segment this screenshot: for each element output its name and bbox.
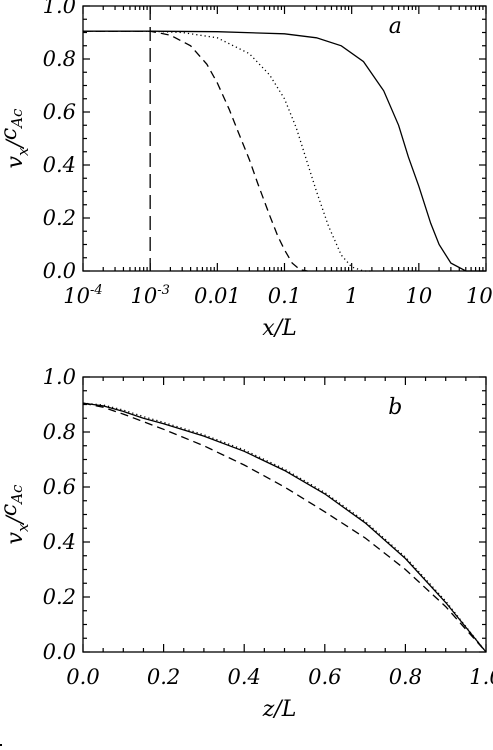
y-axis-label-ylabel_num: v bbox=[3, 155, 28, 168]
x-tick-label-exponent: -4 bbox=[90, 283, 103, 298]
series-dashed bbox=[82, 402, 487, 653]
x-tick-label: 0.4 bbox=[227, 665, 260, 689]
x-tick-label: 0.01 bbox=[194, 284, 241, 308]
x-axis-label-xlabel_var: z bbox=[262, 697, 275, 722]
y-axis-label: vx/cAc bbox=[0, 108, 32, 168]
y-tick-label: 0.8 bbox=[43, 420, 76, 444]
x-tick-label-base: 10 bbox=[63, 284, 90, 308]
x-axis-label: x/L bbox=[262, 316, 296, 341]
series-solid bbox=[82, 402, 487, 653]
y-tick-label: 0.6 bbox=[43, 475, 76, 499]
y-axis-label-ylabel_num: v bbox=[3, 531, 28, 544]
x-tick-label: 0.2 bbox=[147, 665, 180, 689]
panel-b-chart: 0.00.20.40.60.81.00.00.20.40.60.81.0bz/L… bbox=[0, 365, 493, 722]
y-tick-label: 0.2 bbox=[43, 206, 76, 230]
y-tick-label: 1.0 bbox=[43, 0, 76, 18]
x-tick-label: 10-4 bbox=[63, 283, 102, 308]
x-axis-label-slash: / bbox=[273, 316, 285, 341]
panel-label: a bbox=[389, 14, 402, 39]
stray-mark bbox=[0, 744, 2, 746]
x-axis-label-slash: / bbox=[272, 697, 284, 722]
panel-a-chart: 0.00.20.40.60.81.010-410-30.010.1110100a… bbox=[0, 0, 493, 341]
y-axis-label-ylabel_den_sub: Ac bbox=[8, 108, 26, 130]
y-tick-label: 1.0 bbox=[43, 365, 76, 389]
x-tick-label-base: 10 bbox=[130, 284, 157, 308]
series-dotted bbox=[83, 30, 372, 272]
panel-label: b bbox=[388, 395, 402, 420]
y-tick-label: 0.4 bbox=[43, 530, 76, 554]
y-tick-label: 0.2 bbox=[43, 585, 76, 609]
x-tick-label: 10 bbox=[405, 284, 432, 308]
y-tick-label: 0.0 bbox=[43, 640, 76, 664]
y-tick-label: 0.4 bbox=[43, 153, 76, 177]
x-tick-label: 0.8 bbox=[389, 665, 422, 689]
y-axis-label-ylabel_num_sub: x bbox=[14, 147, 32, 156]
y-axis-label-ylabel_den: c bbox=[0, 128, 22, 140]
x-axis-label-xlabel_unit: L bbox=[281, 316, 297, 341]
y-axis-label-slash: / bbox=[3, 514, 28, 526]
y-axis-label-ylabel_den: c bbox=[0, 504, 22, 516]
x-tick-label: 100 bbox=[466, 284, 493, 308]
series-dashed bbox=[83, 30, 308, 272]
y-axis-label-ylabel_den_sub: Ac bbox=[8, 484, 26, 506]
x-axis-label: z/L bbox=[262, 697, 297, 722]
x-tick-label: 0.1 bbox=[268, 284, 301, 308]
y-axis-label: vx/cAc bbox=[0, 484, 32, 544]
plot-frame bbox=[82, 5, 487, 272]
series-dotted bbox=[82, 402, 487, 653]
x-axis-label-xlabel_var: x bbox=[262, 316, 275, 341]
y-tick-label: 0.0 bbox=[43, 259, 76, 283]
x-tick-label-exponent: -3 bbox=[157, 283, 170, 298]
y-tick-label: 0.6 bbox=[43, 100, 76, 124]
x-tick-label: 10-3 bbox=[130, 283, 169, 308]
y-tick-label: 0.8 bbox=[43, 47, 76, 71]
y-axis-label-ylabel_num_sub: x bbox=[14, 523, 32, 532]
x-tick-label: 0.0 bbox=[66, 665, 99, 689]
x-axis-label-xlabel_unit: L bbox=[281, 697, 297, 722]
y-axis-label-slash: / bbox=[3, 138, 28, 150]
x-tick-label: 1.0 bbox=[469, 665, 493, 689]
x-tick-label: 1 bbox=[345, 284, 358, 308]
x-tick-label: 0.6 bbox=[308, 665, 341, 689]
series-solid bbox=[83, 30, 486, 272]
